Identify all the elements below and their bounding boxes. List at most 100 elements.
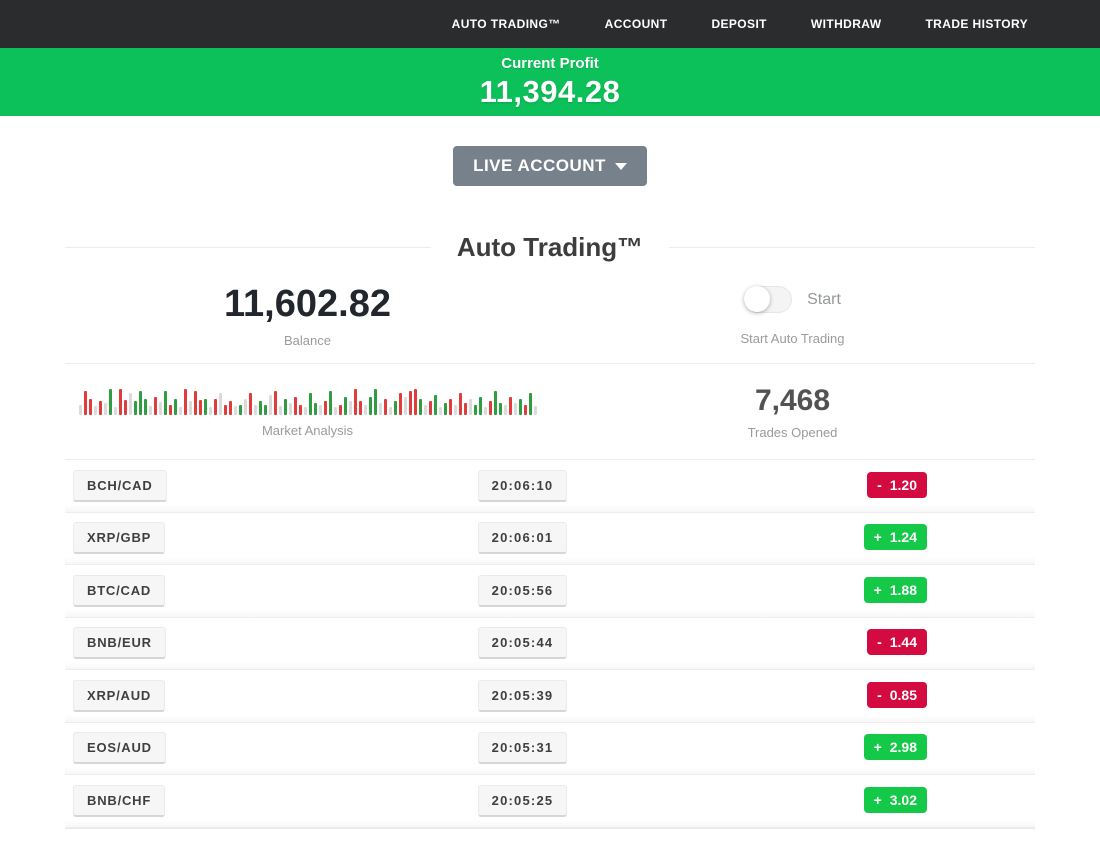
chart-bar bbox=[298, 405, 302, 415]
chart-bar bbox=[388, 407, 392, 415]
chart-bar bbox=[323, 401, 327, 415]
pair-badge: BTC/CAD bbox=[73, 574, 166, 607]
result-value: 1.44 bbox=[889, 634, 917, 651]
result-badge: -0.85 bbox=[867, 681, 927, 708]
nav-trade-history[interactable]: TRADE HISTORY bbox=[925, 17, 1028, 31]
chart-bar bbox=[513, 403, 517, 415]
chart-bar bbox=[188, 401, 192, 415]
result-sign: + bbox=[873, 529, 882, 546]
trades-list: BCH/CAD 20:06:10 -1.20 XRP/GBP 20:06:01 … bbox=[65, 460, 1035, 828]
chart-bar bbox=[98, 401, 102, 415]
chart-bar bbox=[243, 399, 247, 415]
trades-opened-stat: 7,468 Trades Opened bbox=[550, 364, 1035, 459]
chart-bar bbox=[288, 403, 292, 415]
chart-bar bbox=[433, 395, 437, 415]
time-badge: 20:05:44 bbox=[477, 627, 568, 660]
balance-value: 11,602.82 bbox=[224, 282, 391, 325]
table-row: XRP/AUD 20:05:39 -0.85 bbox=[65, 670, 1035, 723]
chart-bar bbox=[318, 405, 322, 415]
chart-bar bbox=[398, 393, 402, 415]
chart-bar bbox=[533, 406, 537, 415]
chart-bar bbox=[358, 401, 362, 415]
nav-auto-trading[interactable]: AUTO TRADING™ bbox=[451, 17, 561, 31]
chart-bar bbox=[503, 405, 507, 415]
chart-bar bbox=[508, 397, 512, 415]
chart-bar bbox=[333, 407, 337, 415]
chart-bar bbox=[448, 399, 452, 415]
nav-account[interactable]: ACCOUNT bbox=[604, 17, 668, 31]
chart-bar bbox=[403, 397, 407, 415]
chart-bar bbox=[428, 401, 432, 415]
time-badge: 20:05:25 bbox=[477, 784, 568, 817]
pair-badge: EOS/AUD bbox=[73, 732, 166, 765]
time-badge: 20:06:10 bbox=[477, 469, 568, 502]
result-value: 1.88 bbox=[889, 581, 917, 598]
result-badge: +2.98 bbox=[863, 734, 927, 761]
table-row: XRP/GBP 20:06:01 +1.24 bbox=[65, 512, 1035, 565]
balance-label: Balance bbox=[284, 333, 331, 349]
table-row: BNB/CHF 20:05:25 +3.02 bbox=[65, 775, 1035, 828]
chart-bar bbox=[383, 399, 387, 415]
chart-bar bbox=[523, 405, 527, 415]
chart-bar bbox=[338, 405, 342, 415]
chart-bar bbox=[108, 389, 112, 415]
chart-bar bbox=[248, 393, 252, 415]
chart-bar bbox=[293, 397, 297, 415]
account-selector-label: LIVE ACCOUNT bbox=[473, 156, 606, 175]
chart-bar bbox=[223, 405, 227, 415]
chart-bar bbox=[93, 406, 97, 415]
pair-badge: BNB/EUR bbox=[73, 627, 166, 660]
result-sign: + bbox=[873, 581, 882, 598]
auto-trading-stat: Start Start Auto Trading bbox=[550, 269, 1035, 363]
chart-bar bbox=[518, 399, 522, 415]
chart-bar bbox=[423, 405, 427, 415]
chart-bar bbox=[313, 403, 317, 415]
chart-bar bbox=[528, 393, 532, 415]
result-value: 0.85 bbox=[889, 686, 917, 703]
result-badge: +3.02 bbox=[863, 786, 927, 813]
chart-bar bbox=[133, 401, 137, 415]
chevron-down-icon bbox=[614, 162, 627, 170]
chart-bar bbox=[128, 393, 132, 415]
time-badge: 20:05:31 bbox=[477, 732, 568, 765]
chart-bar bbox=[268, 395, 272, 415]
time-badge: 20:06:01 bbox=[477, 522, 568, 555]
chart-bar bbox=[163, 391, 167, 415]
table-row: BNB/EUR 20:05:44 -1.44 bbox=[65, 617, 1035, 670]
profit-banner-value: 11,394.28 bbox=[479, 74, 621, 109]
result-badge: +1.88 bbox=[863, 576, 927, 603]
chart-bar bbox=[283, 399, 287, 415]
chart-bar bbox=[203, 399, 207, 415]
chart-bar bbox=[263, 405, 267, 415]
pair-badge: XRP/GBP bbox=[73, 522, 166, 555]
chart-bar bbox=[378, 403, 382, 415]
chart-bar bbox=[198, 400, 202, 415]
start-auto-trading-toggle[interactable] bbox=[744, 286, 793, 313]
chart-bar bbox=[468, 399, 472, 415]
chart-bar bbox=[153, 397, 157, 415]
chart-bar bbox=[278, 406, 282, 415]
chart-bar bbox=[123, 400, 127, 415]
chart-bar bbox=[193, 391, 197, 415]
chart-bar bbox=[443, 403, 447, 415]
balance-stat: 11,602.82 Balance bbox=[65, 269, 550, 363]
chart-bar bbox=[173, 399, 177, 415]
chart-bar bbox=[118, 389, 122, 415]
account-selector-button[interactable]: LIVE ACCOUNT bbox=[453, 146, 647, 186]
nav-deposit[interactable]: DEPOSIT bbox=[711, 17, 767, 31]
chart-bar bbox=[143, 399, 147, 415]
chart-bar bbox=[413, 389, 417, 415]
chart-bar bbox=[258, 401, 262, 415]
chart-bar bbox=[478, 397, 482, 415]
chart-bar bbox=[78, 405, 82, 415]
chart-bar bbox=[308, 393, 312, 415]
chart-bar bbox=[303, 407, 307, 415]
divider bbox=[65, 827, 1035, 829]
chart-bar bbox=[438, 407, 442, 415]
chart-bar bbox=[138, 391, 142, 415]
result-badge: -1.44 bbox=[867, 629, 927, 656]
table-row: EOS/AUD 20:05:31 +2.98 bbox=[65, 722, 1035, 775]
chart-bar bbox=[103, 403, 107, 415]
chart-bar bbox=[83, 391, 87, 415]
nav-withdraw[interactable]: WITHDRAW bbox=[810, 17, 882, 31]
